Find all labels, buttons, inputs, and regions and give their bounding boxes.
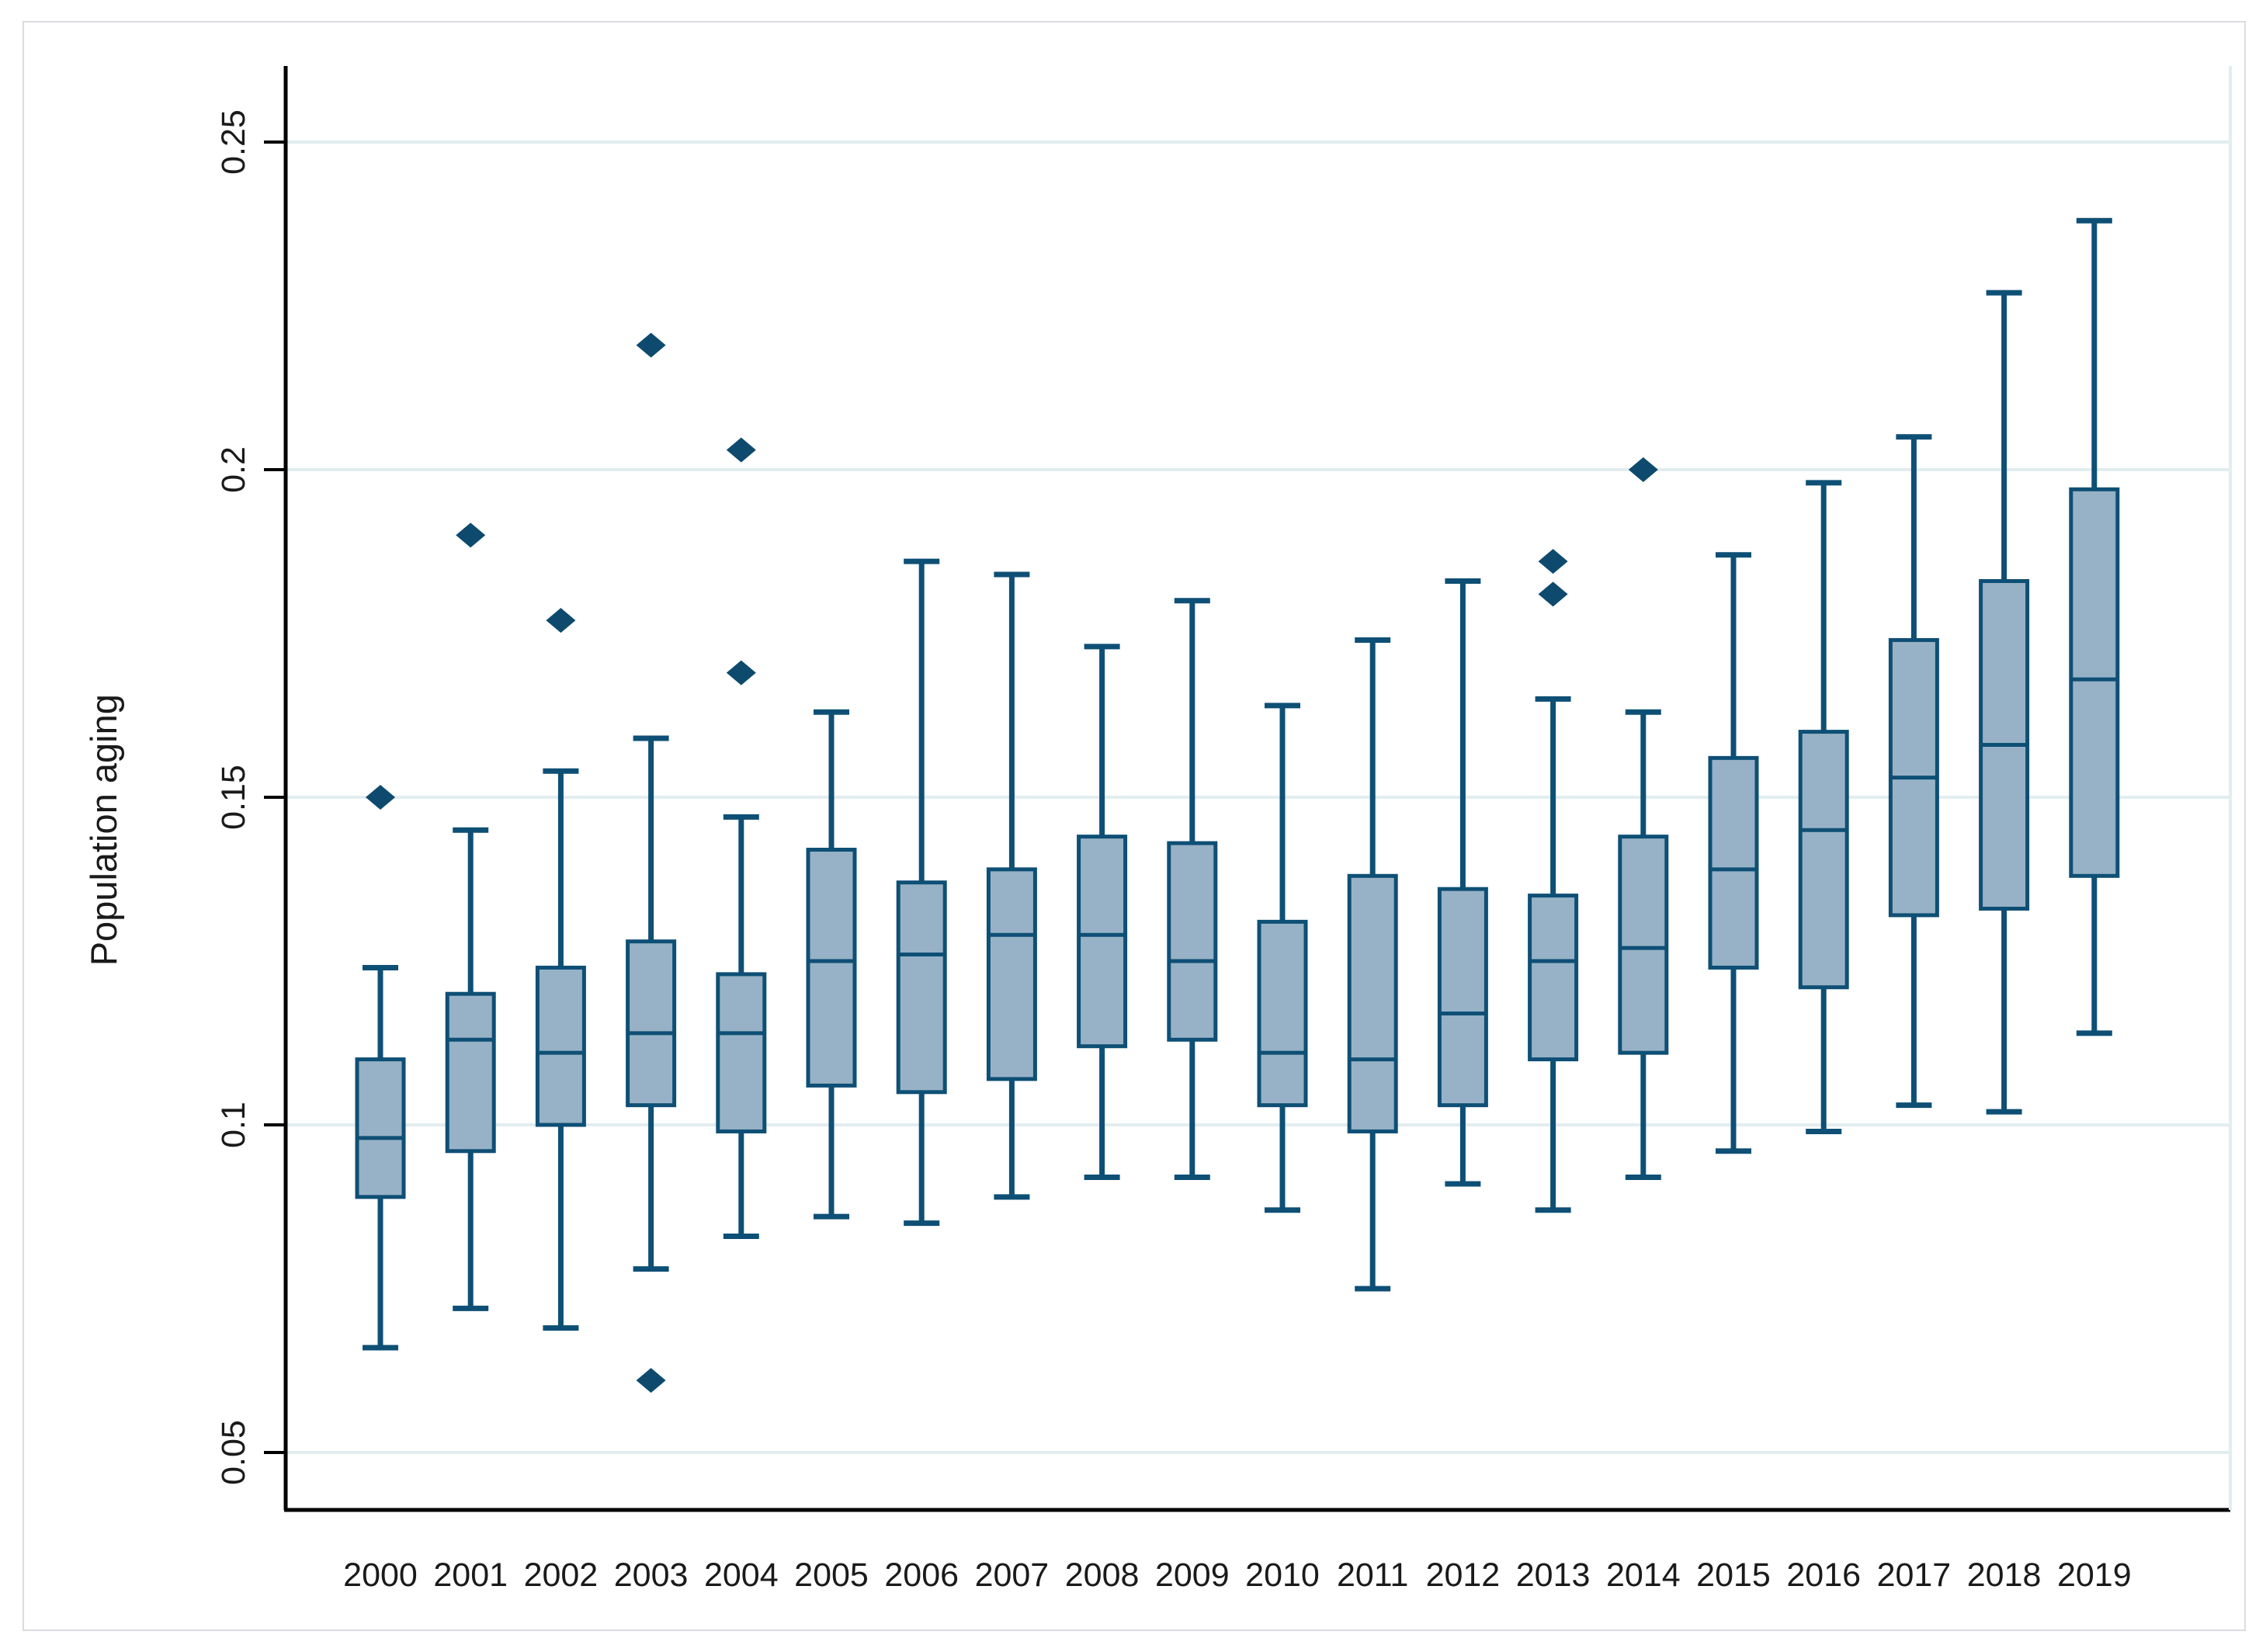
boxplot-2011 <box>1347 637 1398 1292</box>
y-tick-label-0.1: 0.1 <box>215 1102 252 1148</box>
x-tick-label-2014: 2014 <box>1606 1557 1681 1594</box>
boxplot-2008 <box>1077 644 1128 1181</box>
boxplot-2001 <box>445 522 496 1311</box>
x-tick-label-2015: 2015 <box>1696 1557 1771 1594</box>
x-tick-label-2011: 2011 <box>1337 1557 1408 1594</box>
outlier-diamond <box>456 522 486 548</box>
iqr-box <box>1798 730 1849 990</box>
iqr-box <box>626 939 677 1108</box>
box-series <box>355 217 2120 1393</box>
y-axis-title: Population aging <box>83 694 124 966</box>
x-tick-label-2018: 2018 <box>1967 1557 2042 1594</box>
x-tick-label-2000: 2000 <box>343 1557 418 1594</box>
iqr-box <box>806 848 857 1088</box>
outlier-diamond <box>546 608 576 633</box>
boxplot-2009 <box>1167 598 1218 1181</box>
outlier-diamond <box>636 332 666 358</box>
outlier-diamond <box>1538 549 1568 574</box>
x-tick-label-2010: 2010 <box>1245 1557 1320 1594</box>
boxplot-2007 <box>986 571 1037 1200</box>
x-tick-label-2008: 2008 <box>1065 1557 1140 1594</box>
iqr-box <box>1167 841 1218 1042</box>
y-tick-label-0.15: 0.15 <box>215 765 252 830</box>
boxplot-2017 <box>1888 434 1939 1109</box>
outlier-diamond <box>1538 581 1568 607</box>
boxplot-2002 <box>535 608 586 1331</box>
x-tick-label-2017: 2017 <box>1877 1557 1952 1594</box>
iqr-box <box>1347 873 1398 1133</box>
x-tick-label-2007: 2007 <box>975 1557 1050 1594</box>
boxplot-2012 <box>1437 578 1488 1187</box>
x-tick-label-2012: 2012 <box>1426 1557 1501 1594</box>
axes <box>264 66 2232 1512</box>
boxplot-2010 <box>1257 703 1308 1213</box>
boxplot-2018 <box>1979 290 2030 1115</box>
iqr-box <box>1437 887 1488 1108</box>
boxplot-2019 <box>2069 217 2120 1036</box>
iqr-box <box>1257 919 1308 1108</box>
axis-labels: 0.05 0.1 0.15 0.2 0.25 2000 2001 2002 2003 2004 20… <box>215 109 2132 1594</box>
iqr-box <box>1528 894 1579 1062</box>
boxplot-2014 <box>1618 457 1669 1181</box>
boxplot-2013 <box>1528 549 1579 1213</box>
iqr-box <box>355 1057 406 1199</box>
x-tick-label-2009: 2009 <box>1155 1557 1230 1594</box>
boxplot-2000 <box>355 785 406 1351</box>
outlier-diamond <box>1628 457 1658 482</box>
boxplot-2015 <box>1708 552 1759 1154</box>
outlier-diamond <box>636 1368 666 1393</box>
outlier-diamond <box>726 437 756 463</box>
outlier-diamond <box>366 785 395 810</box>
y-tick-label-0.2: 0.2 <box>215 446 252 493</box>
x-tick-label-2013: 2013 <box>1516 1557 1591 1594</box>
iqr-box <box>1708 755 1759 970</box>
x-tick-label-2019: 2019 <box>2057 1557 2132 1594</box>
gridlines <box>286 141 2230 1454</box>
x-tick-label-2003: 2003 <box>614 1557 689 1594</box>
boxplot-2004 <box>716 437 767 1239</box>
x-tick-label-2006: 2006 <box>884 1557 959 1594</box>
iqr-box <box>445 991 496 1154</box>
x-tick-label-2002: 2002 <box>524 1557 599 1594</box>
iqr-box <box>986 867 1037 1081</box>
x-tick-label-2016: 2016 <box>1786 1557 1861 1594</box>
boxplot-2003 <box>626 332 677 1393</box>
iqr-box <box>1618 835 1669 1055</box>
iqr-box <box>716 972 767 1133</box>
outlier-diamond <box>726 660 756 685</box>
y-tick-label-0.25: 0.25 <box>215 109 252 175</box>
iqr-box <box>1077 835 1128 1049</box>
y-tick-label-0.05: 0.05 <box>215 1420 252 1485</box>
x-tick-label-2005: 2005 <box>794 1557 869 1594</box>
iqr-box <box>2069 487 2120 878</box>
boxplot-2016 <box>1798 480 1849 1134</box>
figure-border <box>23 21 2246 1631</box>
x-tick-label-2001: 2001 <box>433 1557 508 1594</box>
x-tick-label-2004: 2004 <box>704 1557 779 1594</box>
boxplot-2006 <box>896 558 947 1227</box>
iqr-box <box>896 880 947 1095</box>
iqr-box <box>535 965 586 1127</box>
boxplot-2005 <box>806 709 857 1220</box>
